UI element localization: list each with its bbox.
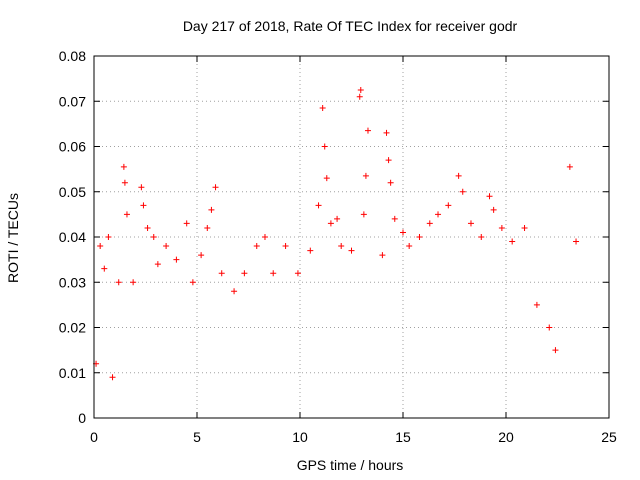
data-point bbox=[315, 202, 322, 209]
y-tick-label: 0.02 bbox=[59, 320, 86, 336]
x-tick-label: 10 bbox=[292, 429, 308, 445]
y-tick-label: 0.05 bbox=[59, 184, 86, 200]
data-point bbox=[208, 206, 215, 213]
data-point bbox=[130, 279, 137, 286]
data-point bbox=[120, 163, 127, 170]
y-tick-label: 0.08 bbox=[59, 48, 86, 64]
x-axis-label: GPS time / hours bbox=[297, 457, 404, 473]
data-point bbox=[327, 220, 334, 227]
gridlines bbox=[94, 56, 609, 418]
data-point bbox=[212, 184, 219, 191]
data-point bbox=[189, 279, 196, 286]
data-point bbox=[241, 270, 248, 277]
data-point bbox=[357, 86, 364, 93]
data-point bbox=[356, 93, 363, 100]
data-point bbox=[478, 234, 485, 240]
y-tick-label: 0 bbox=[78, 410, 86, 426]
data-point bbox=[323, 175, 330, 182]
data-point bbox=[109, 374, 116, 381]
data-point bbox=[467, 220, 474, 227]
y-tick-label: 0.04 bbox=[59, 229, 86, 245]
data-point bbox=[282, 243, 289, 250]
data-point bbox=[150, 234, 157, 240]
data-point bbox=[138, 184, 145, 191]
data-point bbox=[198, 252, 205, 259]
data-point bbox=[101, 265, 108, 272]
data-point bbox=[334, 215, 341, 222]
data-point bbox=[163, 243, 170, 250]
data-point bbox=[566, 163, 573, 170]
data-point bbox=[321, 143, 328, 150]
plot-frame bbox=[93, 55, 610, 419]
data-point bbox=[319, 105, 326, 112]
data-point bbox=[383, 129, 390, 136]
data-point bbox=[455, 172, 462, 179]
data-point bbox=[546, 324, 553, 331]
data-point bbox=[379, 252, 386, 259]
x-tick-label: 25 bbox=[601, 429, 617, 445]
data-point bbox=[426, 220, 433, 227]
data-point bbox=[573, 238, 580, 245]
data-point bbox=[183, 220, 190, 227]
data-point bbox=[270, 270, 277, 277]
data-point bbox=[416, 234, 423, 240]
x-tick-label: 15 bbox=[395, 429, 411, 445]
data-point bbox=[140, 202, 147, 209]
y-axis-label: ROTI / TECUs bbox=[5, 193, 21, 283]
data-point bbox=[400, 229, 406, 236]
y-tick-label: 0.01 bbox=[59, 365, 86, 381]
data-point bbox=[552, 347, 559, 354]
x-tick-label: 20 bbox=[498, 429, 514, 445]
data-point bbox=[218, 270, 225, 277]
x-tick-label: 0 bbox=[90, 429, 98, 445]
data-point bbox=[459, 188, 466, 195]
data-point bbox=[445, 202, 452, 209]
data-point bbox=[490, 206, 497, 213]
data-point bbox=[521, 224, 528, 231]
data-point bbox=[486, 193, 493, 200]
data-point bbox=[385, 157, 392, 164]
data-point bbox=[362, 172, 369, 179]
data-point bbox=[509, 238, 516, 245]
data-point bbox=[387, 179, 394, 186]
chart-title: Day 217 of 2018, Rate Of TEC Index for r… bbox=[183, 18, 518, 34]
data-point bbox=[253, 243, 260, 250]
x-tick-label: 5 bbox=[193, 429, 201, 445]
data-point bbox=[261, 234, 268, 240]
data-points bbox=[93, 86, 580, 381]
y-tick-label: 0.06 bbox=[59, 139, 86, 155]
data-point bbox=[154, 261, 161, 268]
data-point bbox=[498, 224, 505, 231]
data-point bbox=[348, 247, 355, 254]
data-point bbox=[115, 279, 122, 286]
data-point bbox=[121, 179, 128, 186]
data-point bbox=[231, 288, 238, 295]
data-point bbox=[97, 243, 104, 250]
data-point bbox=[294, 270, 301, 277]
data-point bbox=[406, 243, 413, 250]
y-tick-label: 0.03 bbox=[59, 274, 86, 290]
data-point bbox=[533, 301, 540, 308]
data-point bbox=[173, 256, 180, 263]
data-point bbox=[307, 247, 314, 254]
data-point bbox=[123, 211, 130, 218]
data-point bbox=[338, 243, 345, 250]
data-point bbox=[435, 211, 442, 218]
data-point bbox=[144, 224, 151, 231]
data-point bbox=[364, 127, 371, 134]
data-point bbox=[360, 211, 367, 218]
data-point bbox=[105, 234, 112, 240]
axis-ticks: 0 0.01 0.02 0.03 0.04 0.05 0.06 0.07 0.08 0 5 10 15 2… bbox=[59, 48, 617, 445]
data-point bbox=[391, 215, 398, 222]
data-point bbox=[204, 224, 211, 231]
y-tick-label: 0.07 bbox=[59, 93, 86, 109]
